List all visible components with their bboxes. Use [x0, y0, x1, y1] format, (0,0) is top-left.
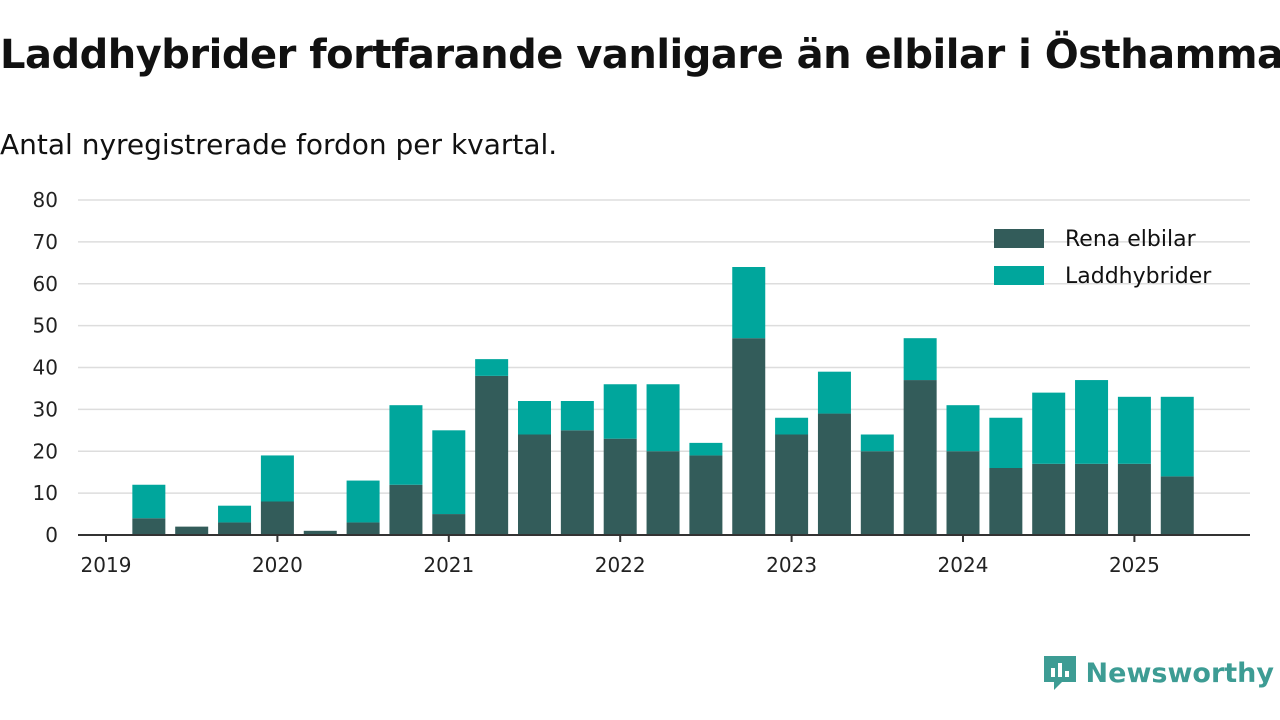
bar-rena-elbilar: [1160, 476, 1194, 535]
bar-laddhybrider: [260, 455, 294, 502]
y-tick-label: 20: [33, 439, 58, 463]
bar-laddhybrider: [1075, 380, 1109, 464]
y-tick-label: 50: [33, 314, 58, 338]
chart-subtitle: Antal nyregistrerade fordon per kvartal.: [0, 128, 558, 161]
y-tick-label: 40: [33, 356, 58, 380]
bar-rena-elbilar: [303, 530, 337, 535]
x-tick-label: 2024: [938, 553, 989, 577]
legend-label: Rena elbilar: [1065, 227, 1197, 252]
brand-name: Newsworthy: [1085, 657, 1274, 689]
bar-laddhybrider: [1032, 392, 1066, 464]
bar-laddhybrider: [732, 267, 766, 339]
legend-swatch: [994, 229, 1044, 248]
bar-rena-elbilar: [689, 455, 723, 535]
x-tick-label: 2019: [81, 553, 132, 577]
chart-title: Laddhybrider fortfarande vanligare än el…: [0, 32, 1280, 78]
x-axis-tick-labels: 2019 2020 2021 2022 2023 2024 2025: [81, 535, 1160, 577]
bar-laddhybrider: [1160, 396, 1194, 477]
bar-rena-elbilar: [432, 514, 466, 535]
y-tick-label: 30: [33, 397, 58, 421]
bar-laddhybrider: [989, 417, 1023, 468]
bar-rena-elbilar: [389, 484, 423, 535]
bar-rena-elbilar: [603, 438, 637, 535]
bar-rena-elbilar: [260, 501, 294, 535]
bar-laddhybrider: [603, 384, 637, 439]
bar-laddhybrider: [860, 434, 894, 452]
bar-laddhybrider: [432, 430, 466, 515]
bar-laddhybrider: [346, 480, 380, 523]
bar-laddhybrider: [560, 401, 594, 431]
x-tick-label: 2021: [423, 553, 474, 577]
newsworthy-logo-icon: [1043, 656, 1076, 690]
bar-rena-elbilar: [989, 468, 1023, 535]
bar-laddhybrider: [817, 371, 851, 414]
bar-rena-elbilar: [475, 375, 509, 535]
bar-laddhybrider: [475, 359, 509, 376]
legend-label: Laddhybrider: [1065, 264, 1212, 289]
bar-rena-elbilar: [1117, 463, 1151, 535]
y-tick-label: 80: [33, 188, 58, 212]
x-tick-label: 2020: [252, 553, 303, 577]
bar-rena-elbilar: [860, 451, 894, 535]
bar-series: [132, 267, 1194, 535]
legend-swatch: [994, 266, 1044, 285]
bar-laddhybrider: [389, 405, 423, 485]
bar-rena-elbilar: [132, 518, 166, 535]
bar-laddhybrider: [903, 338, 937, 381]
x-tick-label: 2022: [595, 553, 646, 577]
bar-laddhybrider: [1117, 396, 1151, 464]
bar-laddhybrider: [946, 405, 980, 452]
bar-rena-elbilar: [218, 522, 252, 535]
bar-laddhybrider: [132, 484, 166, 519]
y-axis-tick-labels: 0 10 20 30 40 50 60 70 80: [33, 188, 58, 547]
x-tick-label: 2023: [766, 553, 817, 577]
bar-rena-elbilar: [560, 430, 594, 535]
newsworthy-logo: Newsworthy: [1042, 654, 1274, 692]
bar-laddhybrider: [775, 417, 809, 435]
bar-laddhybrider: [218, 505, 252, 523]
bar-rena-elbilar: [518, 434, 551, 535]
bar-rena-elbilar: [732, 338, 766, 535]
bar-laddhybrider: [689, 442, 723, 456]
bar-rena-elbilar: [646, 451, 680, 535]
bar-laddhybrider: [518, 401, 551, 435]
bar-rena-elbilar: [175, 526, 209, 535]
bar-rena-elbilar: [775, 434, 809, 535]
legend: Rena elbilar Laddhybrider: [994, 227, 1212, 289]
x-tick-label: 2025: [1109, 553, 1160, 577]
bar-rena-elbilar: [903, 380, 937, 535]
bar-rena-elbilar: [1075, 463, 1109, 535]
bar-rena-elbilar: [946, 451, 980, 535]
y-tick-label: 60: [33, 272, 58, 296]
y-tick-label: 10: [33, 481, 58, 505]
y-tick-label: 0: [45, 523, 58, 547]
y-tick-label: 70: [33, 230, 58, 254]
bar-rena-elbilar: [346, 522, 380, 535]
bar-laddhybrider: [646, 384, 680, 452]
bar-rena-elbilar: [817, 413, 851, 535]
bar-rena-elbilar: [1032, 463, 1066, 535]
